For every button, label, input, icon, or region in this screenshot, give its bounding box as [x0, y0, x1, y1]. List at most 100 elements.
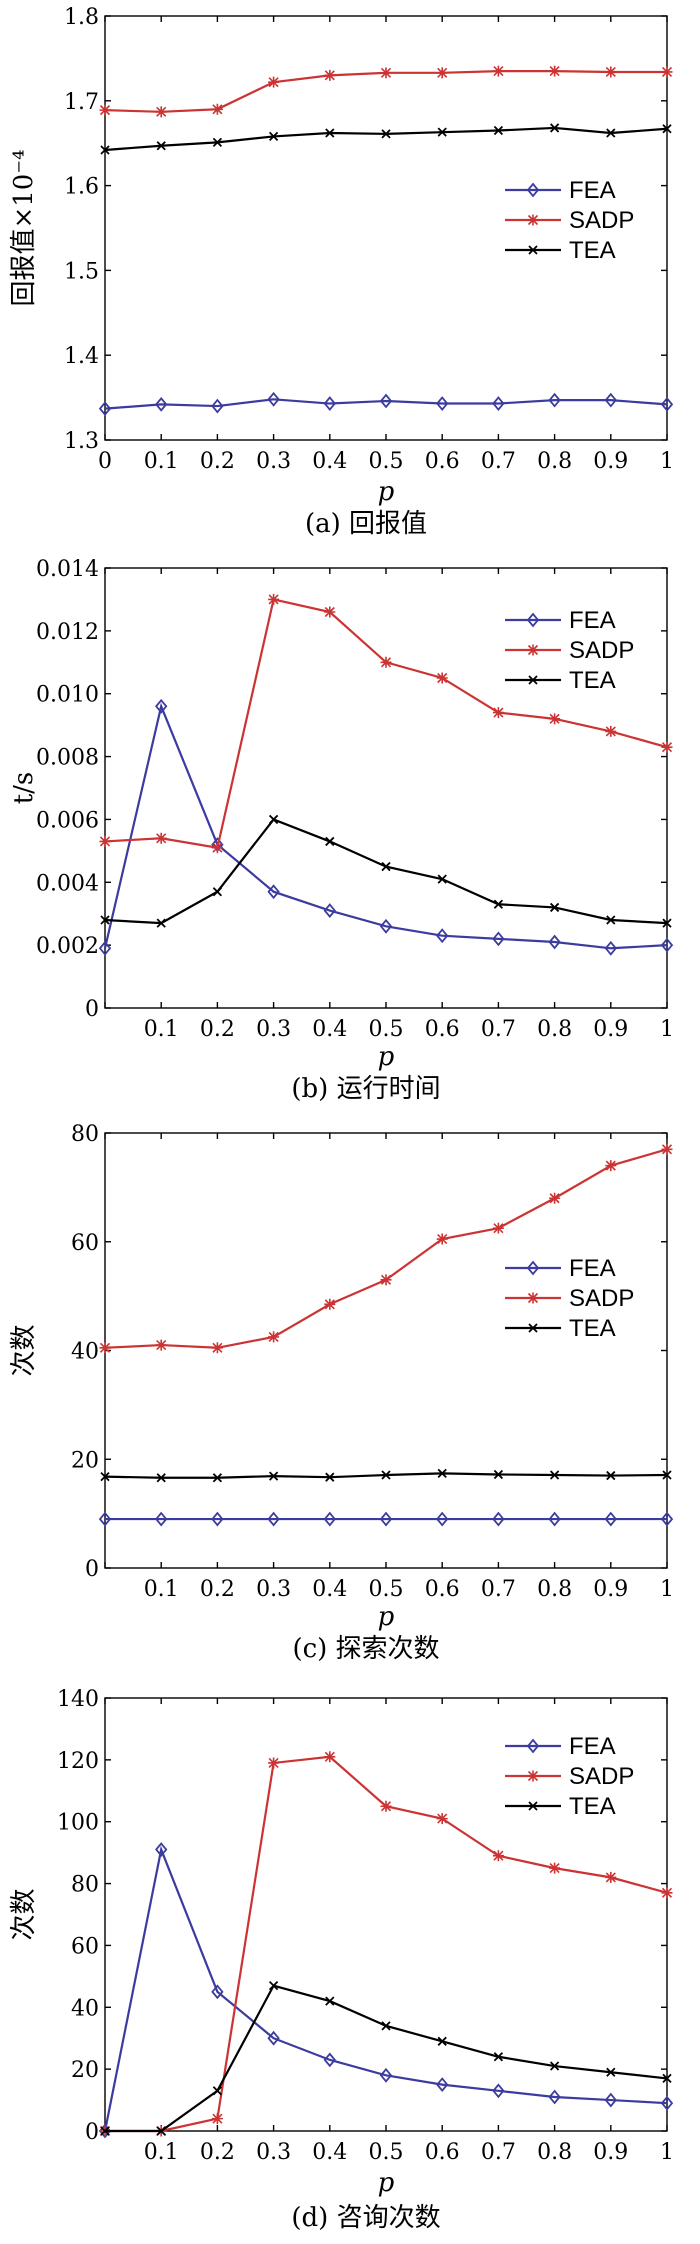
y-tick-label: 0.010	[36, 683, 99, 708]
data-point-tea	[493, 899, 504, 909]
x-tick-label: 0.4	[312, 1577, 347, 1602]
legend-label: SADP	[569, 1763, 634, 1790]
data-point-sadp	[324, 1298, 336, 1310]
x-tick-label: 0.5	[369, 1017, 404, 1042]
data-point-tea	[493, 125, 504, 136]
legend-label: SADP	[569, 1285, 634, 1312]
x-tick-label: 0.9	[593, 1577, 628, 1602]
x-tick-label: 0.7	[481, 2140, 516, 2165]
data-point-tea	[381, 861, 391, 872]
data-point-tea	[212, 1473, 223, 1483]
data-point-fea	[267, 2030, 280, 2046]
data-point-sadp	[661, 1143, 673, 1155]
x-tick-label: 0.2	[200, 2140, 235, 2165]
data-point-fea	[548, 2089, 561, 2105]
x-tick-label: 0.3	[256, 449, 291, 474]
data-point-fea	[98, 401, 112, 417]
data-point-fea	[267, 884, 280, 900]
data-point-sadp	[436, 672, 448, 684]
data-point-fea	[379, 1511, 393, 1527]
data-point-sadp	[549, 713, 561, 725]
data-point-tea	[662, 124, 672, 134]
x-tick-label: 1	[660, 449, 674, 474]
data-point-sadp	[155, 832, 167, 844]
x-tick-label: 0.6	[425, 1017, 460, 1042]
x-tick-label: 0.4	[312, 2140, 347, 2165]
legend-entry-tea: TEA	[505, 1793, 616, 1820]
x-tick-label: 0.8	[537, 1577, 572, 1602]
x-tick-label: 0.1	[144, 2140, 179, 2165]
data-point-fea	[436, 1511, 449, 1527]
y-tick-label: 0	[85, 2120, 99, 2145]
data-point-fea	[98, 1511, 112, 1527]
legend-label: TEA	[569, 1793, 616, 1820]
panel-caption: (d) 咨询次数	[291, 2203, 440, 2233]
panel-caption: (b) 运行时间	[291, 1074, 440, 1104]
x-tick-label: 0.5	[369, 2140, 404, 2165]
x-tick-label: 0.9	[593, 1017, 628, 1042]
data-point-fea	[155, 698, 168, 714]
legend-label: FEA	[569, 1733, 616, 1760]
data-point-fea	[660, 1511, 674, 1527]
legend-entry-sadp: SADP	[505, 637, 634, 664]
data-point-tea	[549, 2061, 560, 2071]
series-line-fea	[103, 1845, 668, 2132]
data-point-fea	[548, 392, 561, 408]
panel-caption: (a) 回报值	[305, 509, 427, 539]
data-point-fea	[211, 1511, 224, 1527]
data-point-tea	[100, 2126, 110, 2136]
y-tick-label: 120	[57, 1749, 99, 1774]
y-tick-label: 0	[85, 997, 99, 1022]
x-tick-label: 0.6	[425, 1577, 460, 1602]
series-line-tea	[104, 818, 668, 925]
series-line-tea	[104, 126, 668, 152]
data-point-tea	[549, 1470, 560, 1480]
data-point-tea	[156, 2126, 166, 2136]
y-tick-label: 100	[57, 1811, 99, 1836]
y-axis-label: 回报值×10⁻⁴	[9, 149, 39, 306]
data-point-fea	[323, 2052, 336, 2068]
data-point-fea	[548, 934, 561, 950]
x-tick-label: 1	[660, 1577, 674, 1602]
legend: FEA SADP TEA	[505, 1255, 634, 1342]
data-point-sadp	[492, 1850, 504, 1862]
y-tick-label: 0.008	[36, 746, 99, 771]
legend-entry-tea: TEA	[505, 237, 616, 264]
data-point-fea	[323, 396, 336, 411]
data-point-fea	[436, 396, 449, 411]
legend-label: SADP	[569, 207, 634, 234]
y-tick-label: 20	[71, 1448, 99, 1473]
legend: FEA SADP TEA	[505, 607, 634, 694]
y-axis-label: 次数	[9, 1324, 39, 1376]
data-point-tea	[156, 1473, 166, 1483]
data-point-sadp	[605, 725, 617, 737]
legend-label: FEA	[569, 177, 616, 204]
data-point-tea	[437, 1468, 447, 1479]
legend-entry-sadp: SADP	[505, 1763, 634, 1790]
chart-panel-4: 0 20 40 60 80 100 120 140 0.1 0.2 0.3 0.4 0.5 0.6 0.7 0…	[9, 1687, 674, 2233]
data-point-tea	[606, 915, 616, 925]
data-point-fea	[436, 2077, 449, 2093]
data-point-tea	[325, 1472, 335, 1482]
data-point-fea	[660, 2095, 674, 2111]
series-line-fea	[103, 702, 668, 950]
legend-label: FEA	[569, 1255, 616, 1282]
series-markers-fea	[98, 1842, 674, 2139]
chart-panel-1: 1.3 1.4 1.5 1.6 1.7 1.8 0 0.1 0.2 0.3 0.4 0.5 0.6 0.7…	[9, 5, 674, 539]
data-point-sadp	[661, 1887, 673, 1899]
series-markers-fea	[98, 1511, 674, 1527]
data-point-fea	[98, 2123, 112, 2139]
data-point-tea	[156, 141, 166, 151]
y-tick-label: 0.006	[36, 808, 99, 833]
data-point-tea	[493, 2052, 504, 2062]
data-point-fea	[492, 2083, 505, 2099]
data-point-tea	[662, 2073, 672, 2084]
y-tick-label: 0.012	[36, 620, 99, 645]
data-point-tea	[606, 128, 616, 138]
data-point-fea	[548, 1511, 561, 1527]
series-markers-tea	[100, 814, 672, 928]
data-point-sadp	[492, 707, 504, 719]
data-point-sadp	[661, 66, 673, 78]
data-point-fea	[492, 1511, 505, 1527]
data-point-tea	[493, 1469, 504, 1480]
